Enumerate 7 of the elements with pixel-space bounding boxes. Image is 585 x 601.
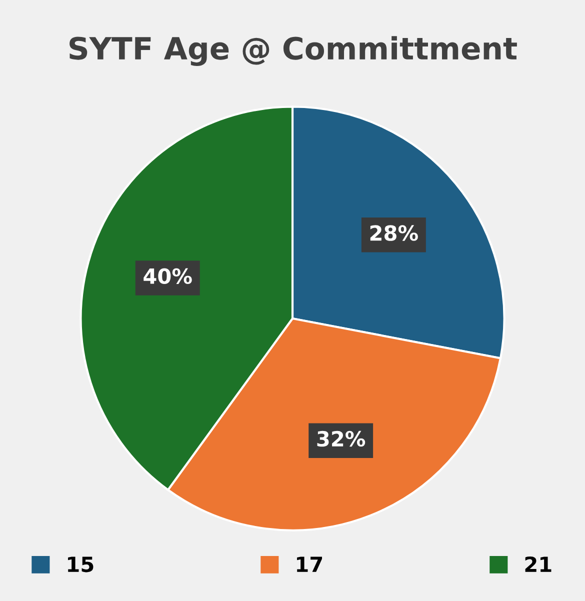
legend-label: 15 — [68, 556, 94, 572]
data-label: 28% — [370, 225, 418, 241]
data-label: 40% — [144, 268, 192, 284]
legend-label: 17 — [297, 556, 322, 572]
chart-title: SYTF Age @ Committment — [70, 36, 517, 66]
legend-label: 21 — [525, 556, 552, 572]
data-label: 32% — [317, 430, 366, 447]
